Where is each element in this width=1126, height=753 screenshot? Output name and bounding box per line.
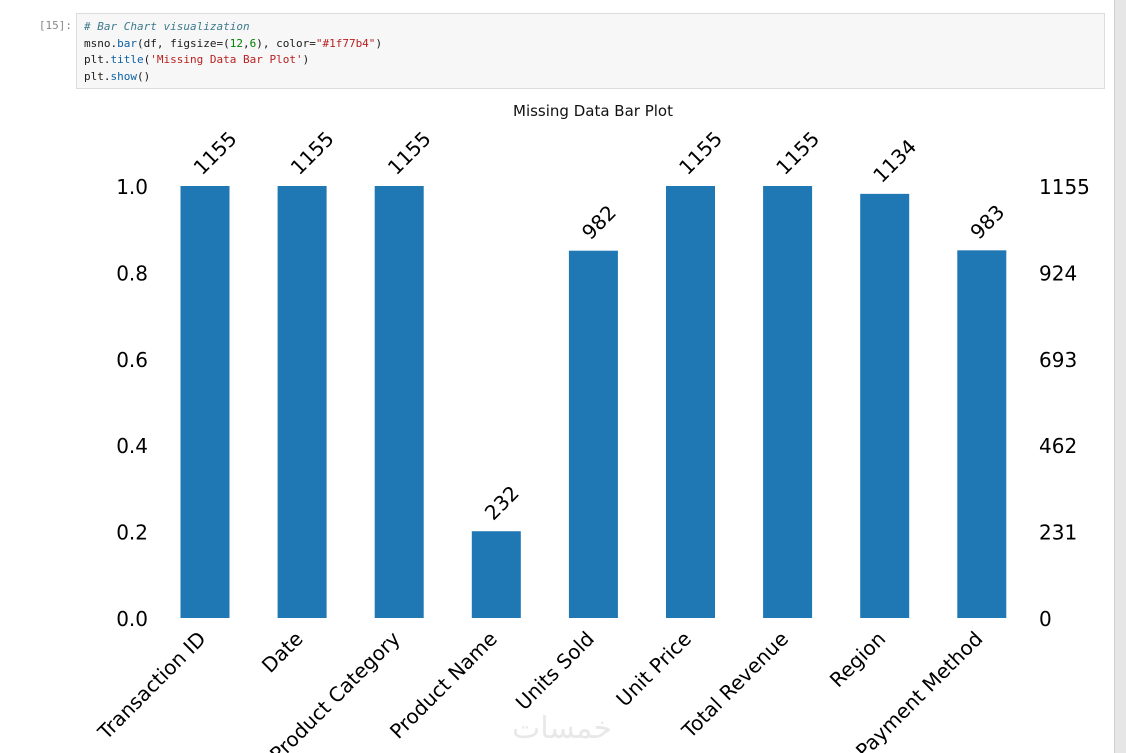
code-token: show [110, 69, 138, 83]
code-token: # Bar Chart visualization [84, 20, 250, 33]
right-axis-tick: 0 [1039, 607, 1052, 631]
category-label: Date [257, 627, 308, 678]
category-label: Transaction ID [92, 627, 210, 745]
bar [957, 250, 1007, 619]
chart-title: Missing Data Bar Plot [513, 102, 673, 120]
watermark: خمسات [512, 711, 612, 746]
code-token: 6 [249, 36, 257, 50]
code-token: ( [143, 53, 151, 66]
bar [180, 186, 230, 618]
left-axis-tick: 0.0 [116, 607, 148, 631]
bar [568, 250, 618, 619]
bar [666, 186, 715, 618]
bar [277, 186, 327, 618]
code-line: plt.show() [84, 69, 1104, 86]
cell-prompt: [15]: [38, 19, 72, 32]
bar [763, 186, 813, 618]
right-axis-tick: 462 [1039, 434, 1077, 458]
code-token: ) [302, 53, 310, 66]
bar-count-label: 1155 [189, 127, 242, 180]
bar-count-label: 1155 [674, 127, 727, 180]
bar-count-label: 1134 [868, 134, 921, 187]
code-token: "#1f77b4" [315, 36, 376, 50]
bar-count-label: 983 [965, 200, 1009, 244]
bar-count-label: 1155 [286, 127, 339, 180]
code-line: plt.title('Missing Data Bar Plot') [84, 52, 1104, 69]
code-line: # Bar Chart visualization [84, 19, 1104, 36]
code-token: plt. [84, 69, 111, 83]
code-token: (df, figsize=( [137, 36, 230, 50]
right-axis-tick: 231 [1039, 521, 1077, 545]
left-axis-tick: 1.0 [116, 175, 148, 199]
right-axis-tick: 693 [1039, 348, 1077, 372]
left-axis-tick: 0.4 [116, 434, 148, 458]
left-axis-tick: 0.6 [116, 348, 148, 372]
bar-count-label: 1155 [383, 127, 436, 180]
category-label: Region [825, 627, 890, 692]
bar [860, 193, 910, 618]
scrollbar-track[interactable] [1114, 0, 1126, 753]
bar [374, 186, 424, 618]
code-token: msno. [84, 36, 118, 50]
left-axis-tick: 0.8 [116, 261, 148, 285]
code-token: 'Missing Data Bar Plot' [150, 53, 303, 66]
bar-count-label: 232 [480, 481, 524, 525]
category-label: Unit Price [611, 627, 696, 712]
code-token: ), color= [256, 36, 316, 50]
right-axis-tick: 1155 [1039, 175, 1090, 199]
code-token: 12 [229, 36, 243, 50]
code-token: bar [117, 36, 137, 50]
left-axis-tick: 0.2 [116, 521, 148, 545]
category-label: Units Sold [511, 627, 599, 715]
code-token: () [137, 69, 151, 83]
code-line: msno.bar(df, figsize=(12,6), color="#1f7… [84, 36, 1104, 53]
code-token: title [110, 53, 144, 66]
right-axis-tick: 924 [1039, 261, 1077, 285]
bar-count-label: 982 [577, 200, 621, 244]
bar [471, 531, 521, 618]
code-token: plt. [84, 53, 111, 66]
code-token: , [242, 36, 250, 50]
code-token: ) [375, 36, 383, 50]
bar-count-label: 1155 [771, 127, 824, 180]
code-cell[interactable]: # Bar Chart visualization msno.bar(df, fi… [76, 13, 1105, 89]
